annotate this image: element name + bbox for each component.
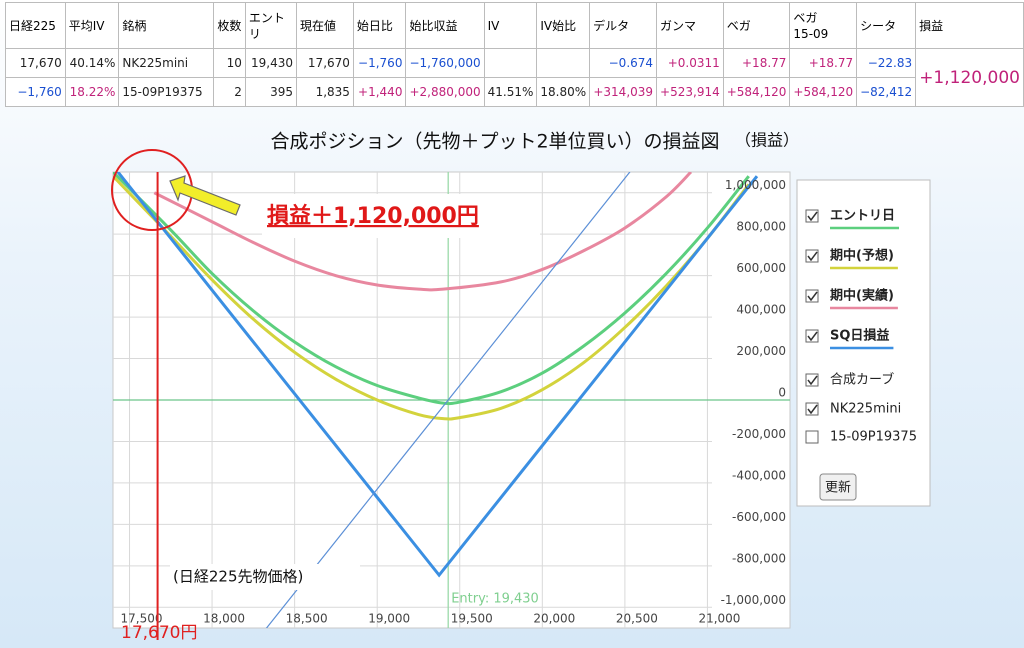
chart-title: 合成ポジション（先物＋プット2単位買い）の損益図 <box>270 131 719 153</box>
option-label: 15-09P19375 <box>830 430 917 445</box>
header-cell: 銘柄 <box>118 2 215 49</box>
y-tick-label: 600,000 <box>736 261 786 275</box>
table-cell: 1,835 <box>296 77 354 107</box>
checkmark <box>807 291 818 302</box>
table-cell: 41.51% <box>483 77 538 107</box>
total-cell: +1,120,000 <box>915 48 1024 107</box>
legend-panel <box>796 179 931 507</box>
x-tick-label: 18,500 <box>286 612 328 626</box>
entry-label: Entry: 19,430 <box>451 592 539 607</box>
header-cell: エントリ <box>244 2 298 49</box>
y-tick-label: -200,000 <box>732 427 786 441</box>
table-cell: +584,120 <box>722 77 791 107</box>
current-price-label: 17,670円 <box>121 623 197 643</box>
series-group <box>113 172 759 628</box>
header-cell: IV始比 <box>536 2 591 49</box>
legend-label: SQ日損益 <box>830 328 889 344</box>
x-tick-label: 19,000 <box>368 612 410 626</box>
y-tick-label: 1,000,000 <box>725 178 786 192</box>
table-cell: −82,412 <box>856 77 917 107</box>
annotation-box <box>170 564 360 590</box>
annotation: 損益＋1,120,000円 <box>267 203 479 229</box>
checkbox[interactable] <box>805 249 819 263</box>
header-cell: シータ <box>856 2 917 49</box>
table-cell: NK225mini <box>118 48 215 78</box>
header-cell: 現在値 <box>296 2 354 49</box>
y-tick-label: 400,000 <box>736 303 786 317</box>
checkbox[interactable] <box>805 329 819 343</box>
y-tick-label: 200,000 <box>736 344 786 358</box>
update-button-label[interactable]: 更新 <box>825 480 851 496</box>
checkmark <box>807 404 818 415</box>
y-tick-label: -400,000 <box>732 468 786 482</box>
legend-label: 期中(実績) <box>830 288 894 304</box>
table-cell: +18.77 <box>722 48 791 78</box>
checkbox[interactable] <box>805 373 819 387</box>
x-tick-label: 20,500 <box>616 612 658 626</box>
table-cell: +2,880,000 <box>405 77 485 107</box>
table-cell: +1,440 <box>352 77 407 107</box>
table-cell: 40.14% <box>64 48 120 78</box>
checkbox[interactable] <box>805 430 819 444</box>
series-line <box>265 172 631 628</box>
annotation-box <box>262 194 540 238</box>
table-cell: 18.22% <box>64 77 120 107</box>
table-cell: +523,914 <box>656 77 724 107</box>
table-cell: +584,120 <box>789 77 858 107</box>
checkmark <box>807 211 818 222</box>
y-tick-label: 0 <box>778 386 786 400</box>
checkmark <box>807 375 818 386</box>
legend-label: 期中(予想) <box>830 248 894 264</box>
header-cell: 日経225 <box>5 2 66 49</box>
header-cell: 平均IV <box>64 2 120 49</box>
annotation: (日経225先物価格) <box>173 568 303 586</box>
header-row: 日経225 平均IV 銘柄 枚数 エントリ 現在値 始日比 始比収益 IV IV始比 デルタ ガンマベ… <box>5 2 1024 49</box>
table-cell: −1,760 <box>5 77 66 107</box>
x-tick-label: 21,000 <box>698 612 740 626</box>
checkmark <box>807 251 818 262</box>
x-tick-label: 18,000 <box>203 612 245 626</box>
x-tick-label: 20,000 <box>533 612 575 626</box>
arrow <box>169 175 241 216</box>
option-label: 合成カーブ <box>830 372 894 388</box>
series-line <box>153 172 692 292</box>
header-cell: 損益 <box>915 2 1024 49</box>
header-cell: ベガ 15-09 <box>789 2 858 49</box>
y-tick-label: 800,000 <box>736 220 786 234</box>
update-button[interactable] <box>819 473 857 501</box>
checkbox[interactable] <box>805 209 819 223</box>
overlay: 17,500 18,000 18,500 19,000 19,500 20,000 20,5… <box>121 172 786 643</box>
checkmark <box>807 331 818 342</box>
x-tick-label: 17,500 <box>121 612 163 626</box>
y-tick-label: -1,000,000 <box>721 593 786 607</box>
header-cell: 始日比 <box>352 2 407 49</box>
header-cell: ベガ <box>722 2 791 49</box>
option-label: NK225mini <box>830 402 901 417</box>
table-cell: −1,760,000 <box>405 48 485 78</box>
table-cell: 10 <box>213 48 246 78</box>
series-line <box>116 172 759 578</box>
table-row: −1,760 18.22% 15-09P19375 2 395 1,835 +1,440 +2… <box>5 77 1024 107</box>
series-line <box>113 175 750 421</box>
legend-label: エントリ日 <box>830 209 895 224</box>
table-cell: 15-09P19375 <box>118 77 215 107</box>
table-cell: 17,670 <box>5 48 66 78</box>
checkbox[interactable] <box>805 289 819 303</box>
x-tick-label: 19,500 <box>451 612 493 626</box>
position-table: 日経225 平均IV 銘柄 枚数 エントリ 現在値 始日比 始比収益 IV IV始比 デルタ ガンマベ… <box>5 2 1024 107</box>
table-cell: 395 <box>244 77 298 107</box>
table-cell: +314,039 <box>589 77 658 107</box>
chart-title-note: （損益） <box>735 131 799 150</box>
series-line <box>113 172 750 406</box>
checkbox[interactable] <box>805 402 819 416</box>
table-cell: −22.83 <box>856 48 917 78</box>
y-tick-label: -800,000 <box>732 551 786 565</box>
table-cell: 19,430 <box>244 48 298 78</box>
table-cell: 2 <box>213 77 246 107</box>
y-tick-label: -600,000 <box>732 510 786 524</box>
